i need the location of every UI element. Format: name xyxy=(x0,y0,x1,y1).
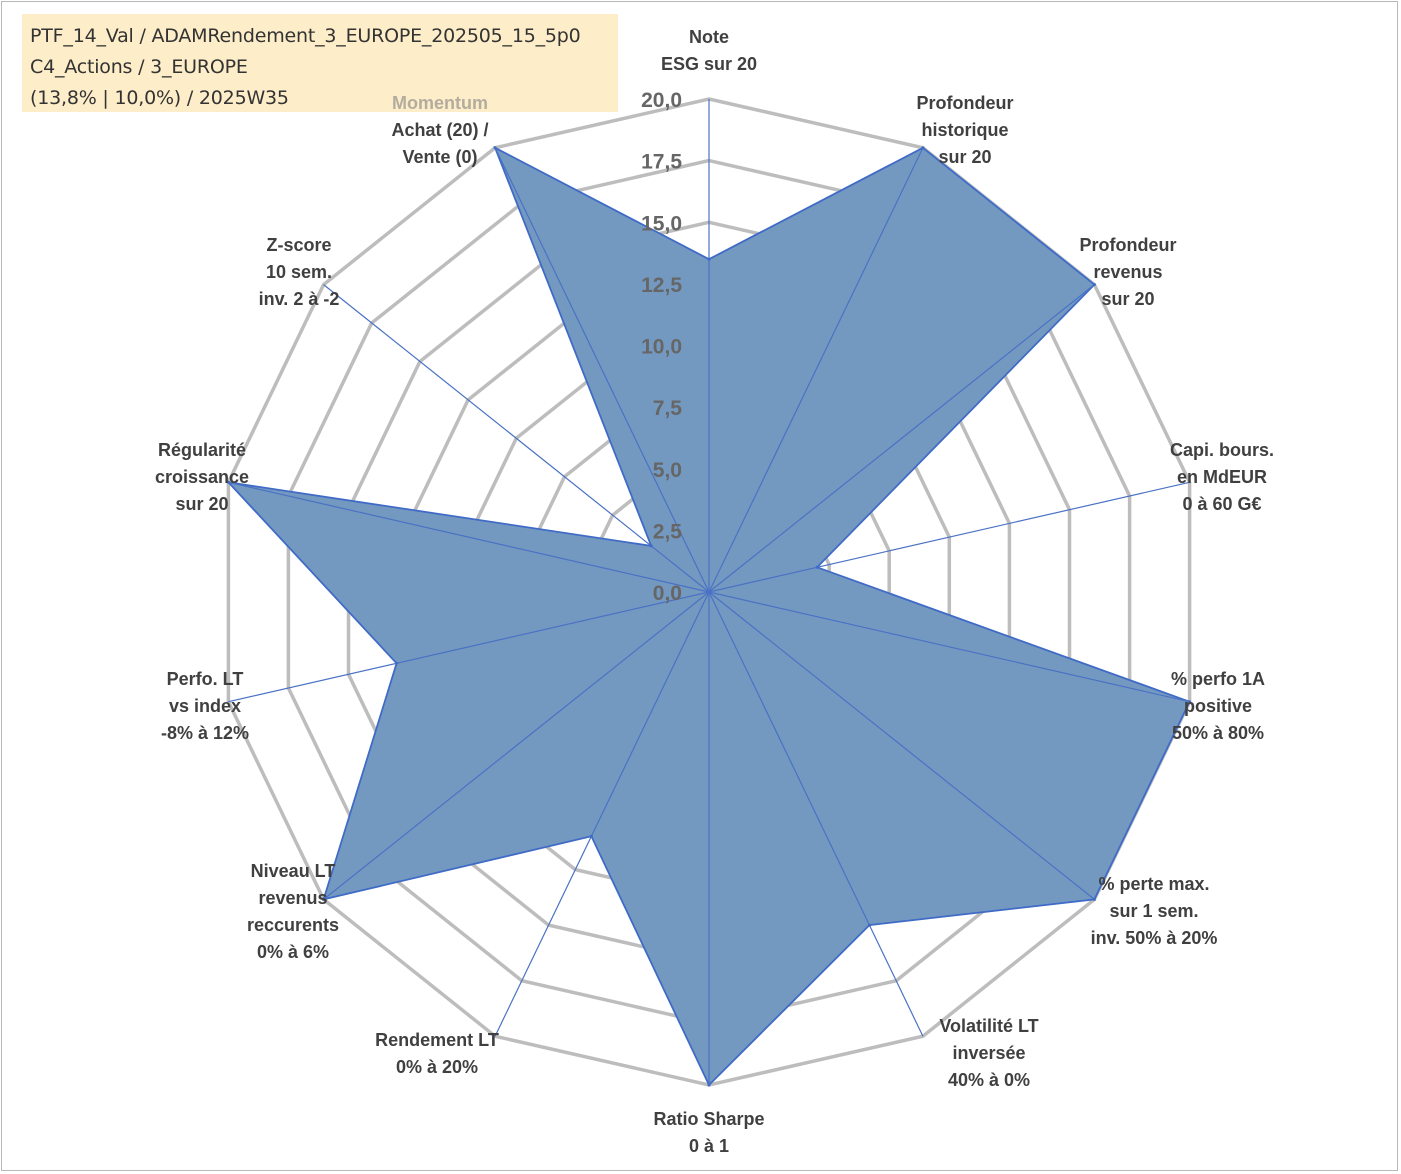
axis-label-line: historique xyxy=(921,120,1008,140)
data-point xyxy=(921,146,925,150)
axis-spoke xyxy=(708,284,1095,593)
radial-tick-label: 2,5 xyxy=(653,520,683,543)
axis-label-line: inv. 2 à -2 xyxy=(259,289,340,309)
radial-tick-labels: 0,0 2,5 5,0 7,5 10,0 12,5 15,0 17,5 20,0 xyxy=(641,89,682,605)
axis-label: Ratio Sharpe 0 à 1 xyxy=(653,1109,764,1156)
period-stats: (13,8% | 10,0%) / 2025W35 xyxy=(30,87,289,109)
axis-spokes xyxy=(228,99,1190,1085)
data-point xyxy=(707,257,711,261)
radial-tick-label: 10,0 xyxy=(641,336,682,359)
axis-label-line: Ratio Sharpe xyxy=(653,1109,764,1129)
axis-label-line: 10 sem. xyxy=(266,262,332,282)
axis-label-line: % perfo 1A xyxy=(1171,669,1265,689)
data-point xyxy=(589,834,593,838)
axis-label-line: 40% à 0% xyxy=(948,1070,1030,1090)
data-point xyxy=(395,661,399,665)
axis-label: Profondeur revenus sur 20 xyxy=(1080,235,1177,309)
axis-label-line: inv. 50% à 20% xyxy=(1091,928,1218,948)
axis-label-line: Rendement LT xyxy=(375,1030,499,1050)
axis-label-line: en MdEUR xyxy=(1177,467,1267,487)
radial-tick-label: 17,5 xyxy=(641,151,682,174)
axis-spoke xyxy=(323,591,710,900)
axis-labels: Note ESG sur 20 Profondeur historique sur 20… xyxy=(155,27,1274,1156)
radial-tick-label: 5,0 xyxy=(653,459,682,482)
axis-label-line: 0 à 60 G€ xyxy=(1182,494,1261,514)
axis-label: Volatilité LT inversée 40% à 0% xyxy=(939,1016,1038,1090)
data-point xyxy=(322,897,326,901)
axis-label: Note ESG sur 20 xyxy=(661,27,757,74)
axis-label-line: Perfo. LT xyxy=(167,669,244,689)
axis-label-line: vs index xyxy=(169,696,241,716)
data-point xyxy=(1188,700,1192,704)
axis-label-line: inversée xyxy=(952,1043,1025,1063)
data-point xyxy=(649,544,653,548)
axis-label-line: 50% à 80% xyxy=(1172,723,1264,743)
axis-spoke xyxy=(708,591,1095,900)
axis-label-line: revenus xyxy=(258,888,327,908)
axis-label: % perte max. sur 1 sem. inv. 50% à 20% xyxy=(1091,874,1218,948)
axis-spoke xyxy=(494,147,710,593)
axis-spoke xyxy=(228,481,710,593)
axis-label-line: Achat (20) / xyxy=(391,120,488,140)
portfolio-title: PTF_14_Val / ADAMRendement_3_EUROPE_2025… xyxy=(30,25,581,47)
axis-label-line: Régularité xyxy=(158,440,246,460)
axis-label-line: sur 20 xyxy=(175,494,228,514)
axis-label-line: reccurents xyxy=(247,915,339,935)
radial-tick-label: 12,5 xyxy=(641,274,682,297)
data-point xyxy=(707,1083,711,1087)
data-point xyxy=(226,480,230,484)
axis-label: Capi. bours. en MdEUR 0 à 60 G€ xyxy=(1170,440,1274,514)
radial-tick-label: 20,0 xyxy=(641,89,682,112)
axis-label-line: Note xyxy=(689,27,729,47)
axis-label-line: Volatilité LT xyxy=(939,1016,1038,1036)
radial-tick-label: 0,0 xyxy=(653,582,682,605)
axis-spoke xyxy=(708,481,1190,593)
data-point xyxy=(1092,897,1096,901)
data-point xyxy=(1092,283,1096,287)
asset-class: C4_Actions / 3_EUROPE xyxy=(30,56,248,78)
axis-label: Profondeur historique sur 20 xyxy=(917,93,1014,167)
axis-label-line: sur 20 xyxy=(938,147,991,167)
axis-label-line: ESG sur 20 xyxy=(661,54,757,74)
axis-spoke xyxy=(708,147,924,593)
axis-label-line: -8% à 12% xyxy=(161,723,249,743)
axis-spoke xyxy=(708,591,924,1037)
data-point xyxy=(493,146,497,150)
data-point xyxy=(867,923,871,927)
axis-label: Momentum Achat (20) / Vente (0) xyxy=(391,93,488,167)
axis-label: Niveau LT revenus reccurents 0% à 6% xyxy=(247,861,339,962)
axis-label-line: Profondeur xyxy=(917,93,1014,113)
axis-label-line: % perte max. xyxy=(1098,874,1209,894)
axis-label-line: Capi. bours. xyxy=(1170,440,1274,460)
axis-label-line: 0 à 1 xyxy=(689,1136,729,1156)
axis-label-line: croissance xyxy=(155,467,249,487)
axis-label-line: revenus xyxy=(1093,262,1162,282)
axis-label-line: Momentum xyxy=(392,93,488,113)
axis-spoke xyxy=(323,284,710,593)
axis-label-line: 0% à 20% xyxy=(396,1057,478,1077)
axis-label: Rendement LT 0% à 20% xyxy=(375,1030,499,1077)
axis-label-line: Niveau LT xyxy=(251,861,336,881)
axis-label-line: Z-score xyxy=(266,235,331,255)
axis-label: Régularité croissance sur 20 xyxy=(155,440,249,514)
axis-spoke xyxy=(494,591,710,1037)
portfolio-info-box: PTF_14_Val / ADAMRendement_3_EUROPE_2025… xyxy=(22,14,618,112)
axis-label: Z-score 10 sem. inv. 2 à -2 xyxy=(259,235,340,309)
axis-spoke xyxy=(228,591,710,703)
axis-label: Perfo. LT vs index -8% à 12% xyxy=(161,669,249,743)
axis-label-line: sur 20 xyxy=(1101,289,1154,309)
axis-label-line: Vente (0) xyxy=(402,147,477,167)
radial-tick-label: 7,5 xyxy=(653,397,683,420)
axis-spoke xyxy=(708,591,1190,703)
radial-tick-label: 15,0 xyxy=(641,212,682,235)
axis-label-line: sur 1 sem. xyxy=(1109,901,1198,921)
axis-label-line: 0% à 6% xyxy=(257,942,329,962)
axis-label-line: positive xyxy=(1184,696,1252,716)
data-point xyxy=(815,565,819,569)
axis-label: % perfo 1A positive 50% à 80% xyxy=(1171,669,1265,743)
data-points xyxy=(226,146,1192,1087)
axis-label-line: Profondeur xyxy=(1080,235,1177,255)
